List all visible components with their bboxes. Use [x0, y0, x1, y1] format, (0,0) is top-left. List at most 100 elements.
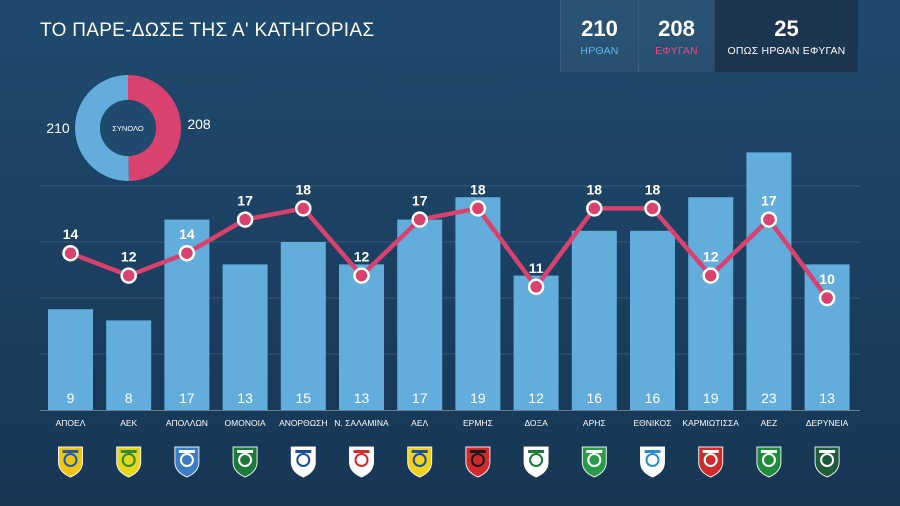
donut-arrived-value: 210 [46, 120, 70, 136]
bar-value-label: 9 [67, 390, 75, 406]
category-label: ΕΘΝΙΚΟΣ [633, 418, 671, 428]
stat-arrived-label: ΗΡΘΑΝ [580, 44, 619, 57]
category-label: ΑΕΛ [411, 418, 428, 428]
bar-value-label: 13 [237, 390, 253, 406]
crest-emblem [703, 453, 718, 467]
bar [688, 197, 734, 410]
bar-value-label: 19 [703, 390, 719, 406]
crest-band [528, 450, 545, 453]
crest-emblem [412, 453, 427, 467]
crest-band [760, 450, 777, 453]
crest-shield [116, 446, 142, 478]
line-value-label: 18 [470, 181, 486, 197]
bar [280, 242, 326, 410]
line-point [62, 244, 79, 262]
crest-band [702, 450, 719, 453]
ael-crest-icon [407, 446, 433, 478]
crest-shield [232, 446, 258, 478]
crest-band [411, 450, 428, 453]
category-label: ΟΜΟΝΟΙΑ [225, 418, 266, 428]
stat-came-and-left-value: 25 [774, 15, 799, 41]
line-point [120, 267, 137, 284]
bar [804, 264, 850, 410]
apoel-crest-icon [58, 446, 83, 478]
bar-value-label: 12 [528, 390, 544, 406]
line-value-label: 17 [237, 193, 253, 209]
apollon-crest-icon [174, 446, 200, 478]
omonoia-crest-icon [232, 446, 258, 478]
stat-arrived-value: 210 [581, 15, 618, 41]
anorthosis-crest-icon [290, 446, 316, 478]
crest-emblem [63, 453, 78, 467]
bar [746, 152, 792, 410]
line-value-label: 12 [703, 249, 719, 265]
category-label: ΔΟΞΑ [524, 418, 548, 428]
line-point [295, 200, 312, 217]
line-point [178, 244, 196, 262]
line-value-label: 18 [587, 181, 603, 197]
line-value-label: 18 [645, 181, 661, 197]
crest-emblem [470, 453, 485, 467]
line-point [236, 211, 254, 228]
crest-emblem [761, 453, 776, 467]
bar-value-label: 13 [354, 390, 370, 406]
line-point [411, 211, 428, 228]
stat-left-value: 208 [658, 15, 695, 41]
donut-hole [100, 100, 156, 156]
category-label: ΚΑΡΜΙΩΤΙΣΣΑ [682, 418, 739, 428]
line-point [760, 211, 778, 228]
bar-value-label: 23 [761, 390, 777, 406]
crest-band [62, 450, 79, 453]
line-value-label: 11 [529, 260, 544, 276]
salamina-crest-icon [349, 446, 374, 478]
crest-emblem [587, 453, 602, 467]
ermis-crest-icon [465, 446, 491, 478]
bar-value-label: 16 [645, 390, 661, 406]
category-label: ΔΕΡΥΝΕΙΑ [806, 418, 849, 428]
crest-band [237, 450, 254, 453]
aris-crest-icon [581, 446, 607, 478]
crest-emblem [238, 453, 253, 467]
stat-came-and-left: 25 ΟΠΩΣ ΗΡΘΑΝ ΕΦΥΓΑΝ [714, 0, 858, 72]
donut-slice-left [128, 75, 182, 181]
line-value-label: 10 [819, 271, 835, 287]
derynia-crest-icon [814, 446, 840, 478]
crest-band [295, 450, 312, 453]
category-label: ΑΠΟΕΛ [56, 418, 86, 428]
category-label: ΑΡΗΣ [583, 418, 606, 428]
stat-arrived: 210 ΗΡΘΑΝ [560, 0, 638, 72]
donut-slice-arrived [75, 75, 129, 181]
bar-value-label: 15 [296, 390, 312, 406]
crest-shield [814, 446, 840, 478]
line-point [818, 289, 836, 307]
crest-band [353, 450, 370, 453]
crest-emblem [179, 453, 194, 467]
bar-value-label: 16 [587, 390, 603, 406]
ethnikos-crest-icon [640, 446, 665, 478]
crest-shield [407, 446, 433, 478]
line-point [644, 200, 661, 217]
line-value-label: 18 [296, 181, 312, 197]
line-value-label: 14 [179, 226, 195, 242]
bar-value-label: 8 [125, 390, 133, 406]
donut-left-value: 208 [187, 116, 211, 132]
line-value-label: 17 [761, 193, 777, 209]
bar-value-label: 17 [179, 390, 195, 406]
crest-shield [698, 446, 724, 478]
line-point [702, 267, 719, 284]
crest-band [120, 450, 137, 453]
crest-emblem [296, 453, 311, 467]
bar [397, 219, 443, 410]
crest-band [469, 450, 486, 453]
bar-value-label: 13 [819, 390, 835, 406]
karmiotissa-crest-icon [698, 446, 724, 478]
stats-panel: 210 ΗΡΘΑΝ 208 ΕΦΥΓΑΝ 25 ΟΠΩΣ ΗΡΘΑΝ ΕΦΥΓΑ… [560, 0, 858, 72]
bar-value-label: 19 [470, 390, 486, 406]
bar [455, 197, 501, 410]
crest-shield [290, 446, 316, 478]
bar [222, 264, 268, 410]
line-point [586, 200, 603, 217]
crest-shield [581, 446, 607, 478]
bar [513, 275, 559, 410]
crest-band [586, 450, 603, 453]
